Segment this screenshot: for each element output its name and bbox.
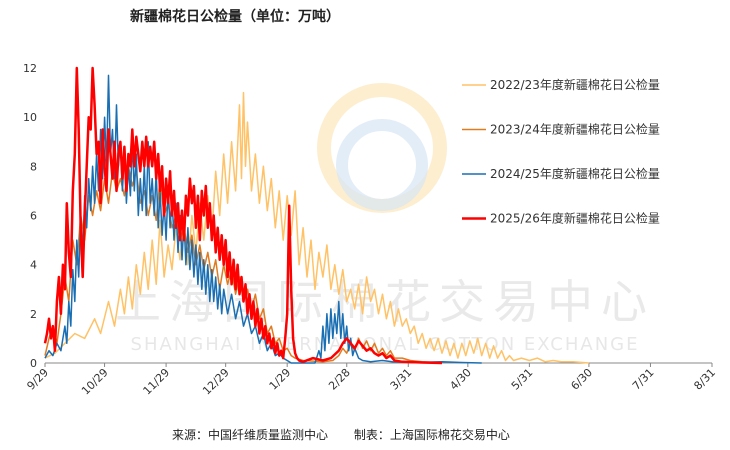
series-line-3 (44, 74, 482, 364)
y-tick-label: 8 (30, 160, 37, 173)
x-tick-label: 10/29 (79, 366, 111, 398)
series-line-1 (44, 91, 589, 364)
maker-attribution: 制表：上海国际棉花交易中心 (353, 428, 510, 442)
x-tick-label: 1/29 (267, 366, 294, 393)
legend-label-2: 2023/24年度新疆棉花日公检量 (490, 122, 660, 137)
y-tick-label: 2 (30, 308, 37, 321)
watermark-cn: 上海国际棉花交易中心 (115, 275, 655, 329)
legend: 2022/23年度新疆棉花日公检量 2023/24年度新疆棉花日公检量 2024/2… (462, 77, 660, 226)
x-tick-label: 8/31 (691, 366, 718, 393)
y-tick-label: 12 (23, 62, 37, 75)
series-layer (43, 66, 589, 365)
chart-title: 新疆棉花日公检量（单位：万吨） (130, 9, 340, 25)
x-tick-label: 9/29 (24, 366, 51, 393)
x-tick-label: 2/28 (326, 366, 353, 393)
x-tick-label: 4/30 (447, 366, 474, 393)
x-tick-label: 3/31 (388, 366, 415, 393)
y-tick-label: 4 (30, 259, 37, 272)
watermark-en: SHANGHAI INTERNATIONAL COTTON EXCHANGE (131, 334, 640, 355)
x-tick-label: 6/30 (568, 366, 595, 393)
x-tick-label: 12/29 (200, 366, 232, 398)
x-tick-label: 11/29 (141, 366, 173, 398)
source-line: 来源：中国纤维质量监测中心 制表：上海国际棉花交易中心 (0, 426, 730, 443)
y-tick-label: 0 (30, 357, 37, 370)
legend-label-3: 2024/25年度新疆棉花日公检量 (490, 166, 660, 181)
x-axis: 9/29 10/29 11/29 12/29 1/29 2/28 3/31 4/30 5/31 6… (24, 362, 718, 398)
x-tick-label: 7/31 (630, 366, 657, 393)
x-tick-label: 5/31 (509, 366, 536, 393)
watermark-logo-inner (336, 119, 428, 211)
y-tick-label: 6 (30, 210, 37, 223)
y-axis: 0 2 4 6 8 10 12 (23, 62, 37, 370)
legend-label-4: 2025/26年度新疆棉花日公检量 (490, 211, 660, 226)
legend-label-1: 2022/23年度新疆棉花日公检量 (490, 77, 660, 92)
series-line-4 (43, 66, 443, 365)
y-tick-label: 10 (23, 111, 37, 124)
source-attribution: 来源：中国纤维质量监测中心 (172, 428, 329, 442)
